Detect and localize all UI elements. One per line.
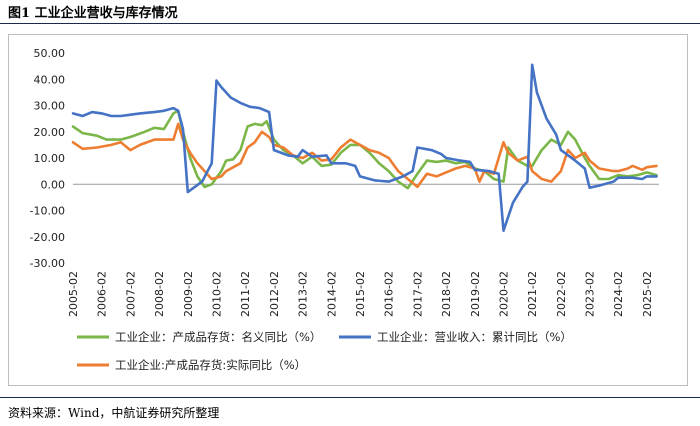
x-tick-label: 2023-02 [584, 271, 597, 317]
line-chart: 50.00 40.00 30.00 20.00 10.00 0.00 -10.00 -20.0… [30, 47, 659, 372]
y-tick-label: -20.00 [30, 231, 65, 244]
x-tick-label: 2020-02 [497, 271, 510, 317]
legend-label: 工业企业：产成品存货：名义同比（%） [115, 330, 321, 344]
x-tick-label: 2011-02 [239, 271, 252, 317]
y-tick-label: 20.00 [34, 126, 66, 139]
x-tick-label: 2024-02 [612, 271, 625, 317]
x-tick-label: 2021-02 [526, 271, 539, 317]
x-tick-label: 2013-02 [297, 271, 310, 317]
y-tick-label: -30.00 [30, 257, 65, 270]
x-tick-label: 2025-02 [641, 271, 654, 317]
series-line-blue [71, 63, 658, 232]
source-note: 资料来源：Wind，中航证券研究所整理 [8, 406, 220, 420]
x-tick-label: 2018-02 [440, 271, 453, 317]
x-tick-label: 2022-02 [555, 271, 568, 317]
y-tick-label: -10.00 [30, 205, 65, 218]
bottom-rule [0, 397, 700, 398]
legend: 工业企业：产成品存货：名义同比（%） 工业企业：营业收入：累计同比（%） 工业企业:… [77, 330, 572, 372]
y-tick-label: 30.00 [34, 100, 66, 113]
x-tick-label: 2009-02 [182, 271, 195, 317]
x-tick-label: 2008-02 [153, 271, 166, 317]
x-tick-label: 2005-02 [67, 271, 80, 317]
x-tick-label: 2010-02 [210, 271, 223, 317]
top-rule [0, 23, 700, 24]
y-tick-label: 0.00 [41, 178, 66, 191]
y-axis: 50.00 40.00 30.00 20.00 10.00 0.00 -10.00 -20.0… [30, 47, 65, 270]
x-tick-label: 2014-02 [325, 271, 338, 317]
x-axis: 2005-02 2006-02 2007-02 2008-02 2009-02 2010-… [67, 183, 659, 317]
y-tick-label: 40.00 [34, 73, 66, 86]
x-tick-label: 2015-02 [354, 271, 367, 317]
x-tick-label: 2006-02 [96, 271, 109, 317]
x-tick-label: 2019-02 [469, 271, 482, 317]
legend-label: 工业企业：营业收入：累计同比（%） [377, 330, 572, 344]
y-tick-label: 10.00 [34, 152, 66, 165]
x-tick-label: 2012-02 [268, 271, 281, 317]
x-tick-label: 2017-02 [411, 271, 424, 317]
x-tick-label: 2007-02 [124, 271, 137, 317]
y-tick-label: 50.00 [34, 47, 66, 60]
series-layer [71, 63, 658, 232]
figure-title: 图1 工业企业营收与库存情况 [8, 6, 178, 21]
legend-label: 工业企业:产成品存货:实际同比（%） [115, 358, 306, 372]
x-tick-label: 2016-02 [383, 271, 396, 317]
chart-frame: 50.00 40.00 30.00 20.00 10.00 0.00 -10.00 -20.0… [8, 34, 688, 386]
